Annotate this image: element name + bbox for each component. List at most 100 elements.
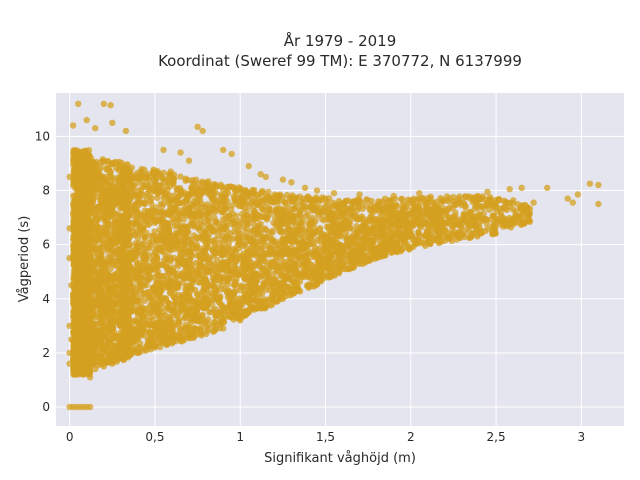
data-point bbox=[101, 223, 109, 230]
data-point bbox=[77, 248, 84, 255]
data-point bbox=[193, 290, 201, 298]
data-point bbox=[142, 309, 149, 317]
data-point bbox=[170, 181, 177, 188]
data-point bbox=[330, 190, 338, 197]
data-point bbox=[162, 210, 169, 217]
data-point bbox=[90, 273, 97, 281]
data-point bbox=[146, 239, 153, 246]
data-point bbox=[211, 319, 218, 326]
data-point bbox=[574, 191, 582, 198]
data-point bbox=[95, 175, 103, 183]
data-point bbox=[69, 243, 77, 250]
data-point bbox=[180, 210, 187, 217]
data-point bbox=[172, 299, 179, 306]
data-point bbox=[112, 262, 120, 269]
data-point bbox=[530, 199, 537, 206]
data-point bbox=[78, 161, 86, 168]
data-point bbox=[118, 224, 125, 231]
data-point bbox=[146, 192, 153, 199]
data-point bbox=[313, 187, 321, 194]
data-point bbox=[70, 364, 77, 372]
data-point bbox=[69, 236, 77, 243]
data-point bbox=[155, 307, 163, 314]
data-point bbox=[107, 102, 114, 109]
data-point bbox=[156, 321, 163, 328]
data-point bbox=[107, 275, 114, 283]
data-point bbox=[119, 195, 126, 202]
data-point bbox=[110, 328, 118, 335]
data-point bbox=[133, 298, 140, 305]
data-point bbox=[86, 403, 94, 411]
data-point bbox=[71, 173, 78, 180]
data-point bbox=[161, 191, 169, 198]
data-point bbox=[91, 267, 99, 274]
data-point bbox=[122, 210, 129, 217]
data-point bbox=[199, 304, 206, 311]
data-point bbox=[129, 205, 137, 212]
data-point bbox=[135, 202, 142, 209]
data-point bbox=[123, 232, 131, 239]
data-point bbox=[206, 297, 213, 304]
data-point bbox=[198, 200, 205, 207]
data-point bbox=[102, 274, 109, 281]
data-point bbox=[188, 261, 195, 269]
data-point bbox=[416, 190, 423, 197]
data-point bbox=[128, 249, 136, 257]
data-point bbox=[70, 149, 77, 156]
data-point bbox=[159, 299, 166, 306]
data-point bbox=[78, 323, 85, 330]
data-point bbox=[75, 190, 82, 197]
data-point bbox=[586, 180, 594, 187]
data-point bbox=[119, 179, 127, 186]
data-point bbox=[198, 221, 206, 228]
data-point bbox=[104, 231, 112, 239]
data-point bbox=[136, 349, 143, 356]
data-point bbox=[174, 260, 181, 268]
data-point bbox=[203, 181, 210, 188]
data-point bbox=[118, 236, 126, 243]
data-point bbox=[82, 262, 90, 270]
data-point bbox=[121, 241, 128, 249]
data-point bbox=[123, 312, 130, 319]
data-point bbox=[132, 333, 140, 341]
data-point bbox=[170, 171, 178, 178]
data-point bbox=[148, 330, 155, 338]
data-point bbox=[182, 177, 189, 184]
data-point bbox=[239, 242, 246, 250]
data-point bbox=[144, 208, 152, 215]
data-point bbox=[133, 215, 140, 222]
data-point bbox=[100, 100, 108, 108]
data-point bbox=[144, 175, 151, 182]
data-point bbox=[77, 329, 84, 336]
data-point bbox=[105, 285, 113, 293]
data-point bbox=[99, 282, 107, 290]
data-point bbox=[119, 203, 126, 211]
data-point bbox=[180, 326, 187, 333]
data-point bbox=[77, 168, 84, 175]
data-point bbox=[75, 155, 83, 162]
data-point bbox=[139, 252, 147, 259]
data-point bbox=[162, 178, 169, 185]
data-point bbox=[206, 208, 213, 215]
data-point bbox=[154, 326, 162, 333]
data-point bbox=[120, 250, 128, 257]
data-point bbox=[69, 223, 77, 230]
data-point bbox=[126, 167, 133, 174]
data-point bbox=[101, 208, 109, 215]
data-point bbox=[87, 174, 95, 181]
data-point bbox=[171, 192, 178, 199]
data-point bbox=[157, 200, 165, 207]
data-point bbox=[92, 185, 100, 192]
data-point bbox=[185, 206, 193, 213]
data-point bbox=[110, 230, 118, 238]
data-point bbox=[595, 200, 602, 208]
data-point bbox=[93, 167, 100, 174]
data-point bbox=[128, 305, 135, 312]
data-point bbox=[122, 127, 130, 135]
data-point bbox=[173, 208, 180, 215]
data-point bbox=[160, 146, 167, 154]
data-point bbox=[108, 213, 115, 220]
data-points bbox=[66, 100, 602, 411]
data-point bbox=[154, 335, 162, 342]
